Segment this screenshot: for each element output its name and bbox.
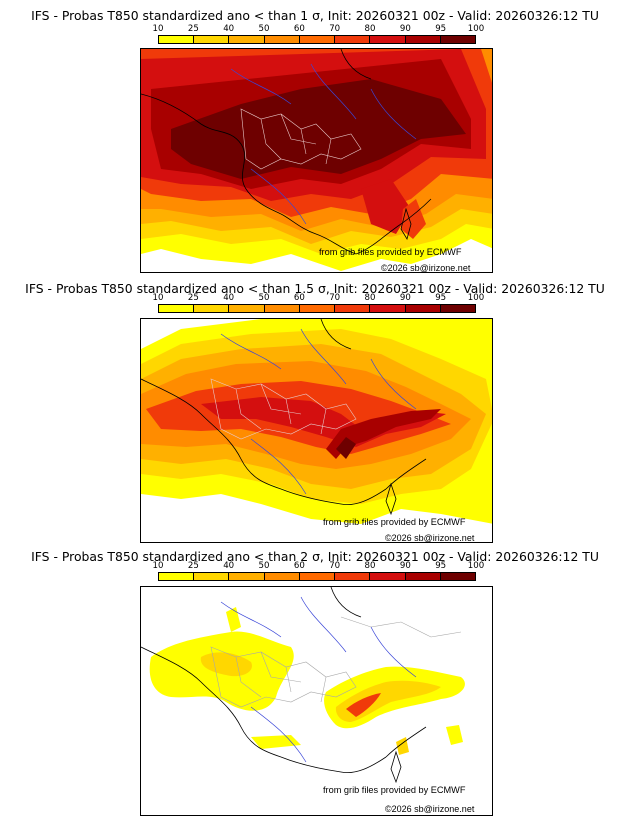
scale-swatch <box>159 573 195 580</box>
scale-swatch <box>405 305 441 312</box>
scale-swatch <box>370 573 406 580</box>
panel-title-2: IFS - Probas T850 standardized ano < tha… <box>25 281 605 296</box>
scale-swatch <box>299 305 336 312</box>
scale-label: 100 <box>467 561 485 571</box>
scale-label: 80 <box>364 24 376 34</box>
map-credit-copyright-2: ©2026 sb@irizone.net <box>385 533 475 543</box>
map-graphic-1: from grib files provided by ECMWF ©2026 … <box>141 49 492 273</box>
scale-label: 10 <box>152 293 164 303</box>
scale-label: 40 <box>223 24 235 34</box>
scale-swatch <box>264 573 300 580</box>
scale-label: 60 <box>293 293 305 303</box>
map-panel-3: IFS - Probas T850 standardized ano < tha… <box>0 546 630 828</box>
scale-label: 60 <box>293 24 305 34</box>
scale-labels-3: 10 25 40 50 60 70 80 90 95 100 <box>153 561 485 572</box>
map-credit-copyright-1: ©2026 sb@irizone.net <box>381 263 471 273</box>
scale-label: 70 <box>329 561 341 571</box>
scale-label: 50 <box>258 24 270 34</box>
scale-swatch <box>299 36 336 43</box>
map-credit-source-2: from grib files provided by ECMWF <box>323 517 466 527</box>
scale-label: 40 <box>223 293 235 303</box>
scale-swatch <box>194 36 230 43</box>
scale-label: 10 <box>152 24 164 34</box>
map-panel-1: IFS - Probas T850 standardized ano < tha… <box>0 0 630 276</box>
scale-swatch <box>335 36 371 43</box>
scale-swatch <box>159 36 195 43</box>
scale-label: 95 <box>435 561 447 571</box>
scale-bar-3 <box>158 572 476 581</box>
probability-map-3: from grib files provided by ECMWF ©2026 … <box>140 586 493 816</box>
scale-label: 100 <box>467 293 485 303</box>
scale-labels-2: 10 25 40 50 60 70 80 90 95 100 <box>153 293 485 304</box>
scale-label: 95 <box>435 293 447 303</box>
scale-swatch <box>159 305 195 312</box>
scale-swatch <box>335 305 371 312</box>
scale-swatch <box>299 573 336 580</box>
panel-title-1: IFS - Probas T850 standardized ano < tha… <box>31 8 599 23</box>
map-graphic-3: from grib files provided by ECMWF ©2026 … <box>141 587 492 815</box>
scale-bar-1 <box>158 35 476 44</box>
scale-label: 90 <box>399 24 411 34</box>
scale-swatch <box>405 573 441 580</box>
scale-swatch <box>370 305 406 312</box>
scale-label: 10 <box>152 561 164 571</box>
scale-bar-2 <box>158 304 476 313</box>
scale-swatch <box>440 573 475 580</box>
map-credit-source-1: from grib files provided by ECMWF <box>319 247 462 257</box>
scale-swatch <box>440 36 475 43</box>
color-scale-1: 10 25 40 50 60 70 80 90 95 100 <box>153 24 485 44</box>
scale-swatch <box>229 305 265 312</box>
scale-label: 50 <box>258 561 270 571</box>
scale-label: 25 <box>187 561 199 571</box>
scale-label: 25 <box>187 293 199 303</box>
scale-swatch <box>264 305 300 312</box>
color-scale-2: 10 25 40 50 60 70 80 90 95 100 <box>153 293 485 313</box>
scale-swatch <box>194 305 230 312</box>
scale-label: 100 <box>467 24 485 34</box>
map-credit-copyright-3: ©2026 sb@irizone.net <box>385 804 475 814</box>
scale-swatch <box>440 305 475 312</box>
scale-swatch <box>335 573 371 580</box>
scale-label: 60 <box>293 561 305 571</box>
scale-swatch <box>194 573 230 580</box>
probability-map-2: from grib files provided by ECMWF ©2026 … <box>140 318 493 543</box>
map-panel-2: IFS - Probas T850 standardized ano < tha… <box>0 276 630 546</box>
scale-label: 50 <box>258 293 270 303</box>
color-scale-3: 10 25 40 50 60 70 80 90 95 100 <box>153 561 485 581</box>
map-graphic-2: from grib files provided by ECMWF ©2026 … <box>141 319 492 543</box>
scale-swatch <box>229 36 265 43</box>
scale-label: 90 <box>399 561 411 571</box>
scale-swatch <box>405 36 441 43</box>
scale-label: 25 <box>187 24 199 34</box>
scale-label: 70 <box>329 24 341 34</box>
panel-title-3: IFS - Probas T850 standardized ano < tha… <box>31 549 599 564</box>
scale-label: 80 <box>364 293 376 303</box>
scale-label: 80 <box>364 561 376 571</box>
scale-label: 90 <box>399 293 411 303</box>
scale-label: 40 <box>223 561 235 571</box>
scale-label: 95 <box>435 24 447 34</box>
scale-swatch <box>229 573 265 580</box>
probability-map-1: from grib files provided by ECMWF ©2026 … <box>140 48 493 273</box>
scale-label: 70 <box>329 293 341 303</box>
scale-labels-1: 10 25 40 50 60 70 80 90 95 100 <box>153 24 485 35</box>
scale-swatch <box>370 36 406 43</box>
map-credit-source-3: from grib files provided by ECMWF <box>323 785 466 795</box>
scale-swatch <box>264 36 300 43</box>
